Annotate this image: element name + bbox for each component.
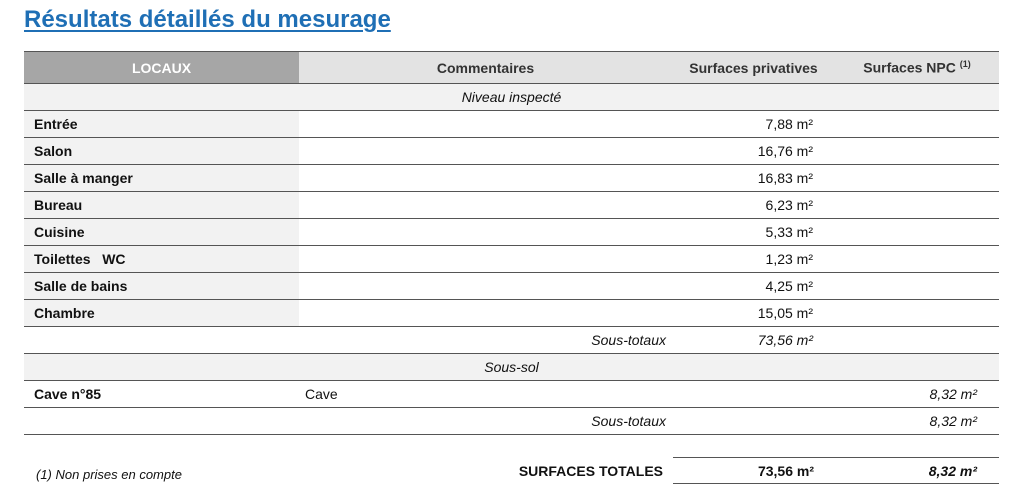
- comment: [299, 191, 672, 219]
- section-name: Niveau inspecté: [24, 83, 999, 111]
- local-name: Chambre: [24, 299, 299, 327]
- surface-privative: 7,88 m²: [672, 110, 835, 138]
- section-row: Sous-sol: [24, 353, 999, 381]
- local-name: Bureau: [24, 191, 299, 219]
- table-row: Salle de bains 4,25 m²: [24, 272, 999, 300]
- section-name: Sous-sol: [24, 353, 999, 381]
- table-row: Salle à manger 16,83 m²: [24, 164, 999, 192]
- comment: [299, 137, 672, 165]
- table-row: Toilettes WC 1,23 m²: [24, 245, 999, 273]
- measurement-table: LOCAUX Commentaires Surfaces privatives …: [24, 51, 999, 435]
- page-title: Résultats détaillés du mesurage: [24, 6, 391, 33]
- comment: [299, 110, 672, 138]
- surface-privative: 16,76 m²: [672, 137, 835, 165]
- local-name: Entrée: [24, 110, 299, 138]
- local-name: Salle à manger: [24, 164, 299, 192]
- surface-npc: [835, 218, 999, 246]
- surface-privative: 1,23 m²: [672, 245, 835, 273]
- comment: [299, 164, 672, 192]
- local-name: Salle de bains: [24, 272, 299, 300]
- table-row: Chambre 15,05 m²: [24, 299, 999, 327]
- header-privatives: Surfaces privatives: [672, 51, 835, 84]
- surface-privative: [672, 380, 835, 408]
- local-name: Cave n°85: [24, 380, 299, 408]
- subtotal-npc: [835, 326, 999, 354]
- surface-npc: [835, 272, 999, 300]
- totals-row: SURFACES TOTALES 73,56 m² 8,32 m²: [24, 457, 999, 484]
- subtotal-label: Sous-totaux: [299, 407, 672, 435]
- header-row: LOCAUX Commentaires Surfaces privatives …: [24, 51, 999, 84]
- table-row: Cuisine 5,33 m²: [24, 218, 999, 246]
- surface-privative: 5,33 m²: [672, 218, 835, 246]
- surface-privative: 15,05 m²: [672, 299, 835, 327]
- subtotal-label: Sous-totaux: [299, 326, 672, 354]
- surface-npc: [835, 191, 999, 219]
- subtotal-row: Sous-totaux 73,56 m²: [24, 326, 999, 354]
- surface-npc: 8,32 m²: [835, 380, 999, 408]
- totals-privatives: 73,56 m²: [757, 463, 814, 479]
- subtotal-privatives: 73,56 m²: [672, 326, 835, 354]
- comment: [299, 272, 672, 300]
- subtotal-privatives: [672, 407, 835, 435]
- surface-privative: 4,25 m²: [672, 272, 835, 300]
- header-locaux: LOCAUX: [24, 51, 299, 84]
- subtotal-npc: 8,32 m²: [835, 407, 999, 435]
- totals-label: SURFACES TOTALES: [518, 463, 663, 479]
- surface-npc: [835, 245, 999, 273]
- surface-privative: 16,83 m²: [672, 164, 835, 192]
- section-row: Niveau inspecté: [24, 83, 999, 111]
- header-commentaires: Commentaires: [299, 51, 672, 84]
- surface-npc: [835, 299, 999, 327]
- local-name: Salon: [24, 137, 299, 165]
- local-name: Toilettes WC: [24, 245, 299, 273]
- comment: [299, 245, 672, 273]
- totals-npc: 8,32 m²: [928, 463, 977, 479]
- local-name: Cuisine: [24, 218, 299, 246]
- surface-privative: 6,23 m²: [672, 191, 835, 219]
- surface-npc: [835, 137, 999, 165]
- comment: Cave: [299, 380, 672, 408]
- footnote: (1) Non prises en compte: [36, 467, 182, 482]
- table-row: Salon 16,76 m²: [24, 137, 999, 165]
- comment: [299, 299, 672, 327]
- table-row: Cave n°85 Cave 8,32 m²: [24, 380, 999, 408]
- comment: [299, 218, 672, 246]
- subtotal-row: Sous-totaux 8,32 m²: [24, 407, 999, 435]
- header-npc: Surfaces NPC (1): [835, 51, 999, 84]
- table-row: Bureau 6,23 m²: [24, 191, 999, 219]
- surface-npc: [835, 110, 999, 138]
- table-row: Entrée 7,88 m²: [24, 110, 999, 138]
- surface-npc: [835, 164, 999, 192]
